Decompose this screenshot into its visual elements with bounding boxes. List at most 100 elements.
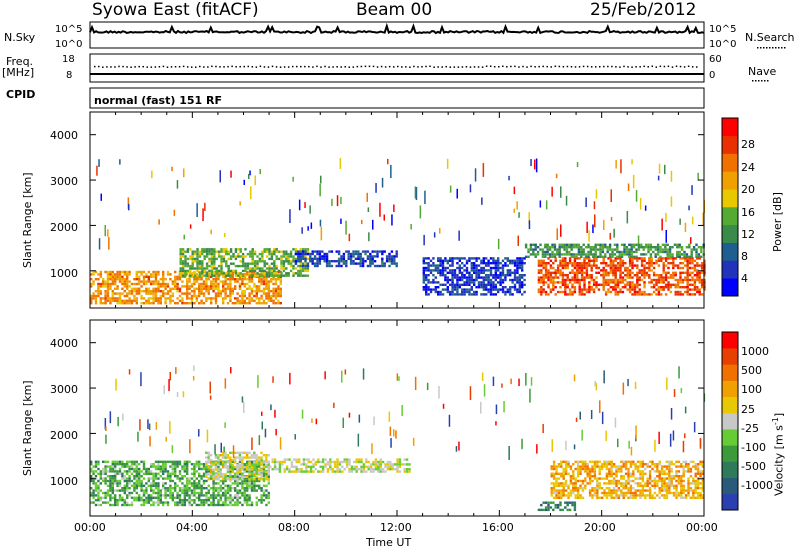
heatmap-cell	[434, 286, 437, 289]
heatmap-cell	[304, 264, 307, 268]
heatmap-cell	[225, 262, 228, 265]
heatmap-cell	[138, 467, 141, 471]
heatmap-cell	[244, 269, 247, 273]
nave-dot	[247, 65, 250, 68]
heatmap-cell	[663, 470, 666, 473]
heatmap-cell	[116, 479, 119, 483]
heatmap-cell	[169, 294, 172, 298]
heatmap-cell	[559, 264, 562, 267]
heatmap-cell	[643, 293, 646, 296]
heatmap-cell	[427, 264, 430, 267]
heatmap-cell	[469, 184, 472, 193]
heatmap-cell	[547, 276, 550, 279]
heatmap-cell	[594, 246, 597, 249]
heatmap-cell	[509, 288, 512, 291]
heatmap-cell	[432, 288, 435, 291]
heatmap-cell	[323, 252, 326, 256]
heatmap-cell	[290, 470, 294, 473]
heatmap-cell	[575, 243, 578, 246]
heatmap-cell	[250, 456, 254, 459]
heatmap-cell	[186, 460, 189, 463]
heatmap-cell	[656, 484, 659, 487]
heatmap-cell	[588, 264, 591, 267]
heatmap-cell	[379, 465, 382, 468]
heatmap-cell	[116, 501, 119, 504]
heatmap-cell	[123, 294, 126, 298]
noise-line	[89, 22, 705, 35]
nave-dot	[384, 66, 387, 68]
heatmap-cell	[253, 454, 256, 457]
heatmap-cell	[205, 285, 208, 288]
heatmap-cell	[534, 243, 537, 246]
heatmap-cell	[350, 465, 354, 468]
heatmap-cell	[111, 484, 114, 487]
heatmap-cell	[106, 479, 110, 483]
heatmap-cell	[668, 255, 672, 258]
heatmap-cell	[224, 475, 227, 478]
heatmap-cell	[152, 270, 155, 274]
heatmap-cell	[518, 264, 521, 267]
heatmap-cell	[340, 218, 342, 224]
heatmap-cell	[181, 248, 185, 251]
heatmap-cell	[441, 264, 445, 267]
heatmap-cell	[612, 269, 615, 272]
heatmap-cell	[552, 491, 556, 495]
heatmap-cell	[179, 255, 182, 258]
heatmap-cell	[276, 468, 279, 471]
heatmap-cell	[268, 257, 271, 261]
heatmap-cell	[126, 484, 129, 487]
heatmap-cell	[698, 274, 701, 277]
nave-dot	[413, 65, 415, 68]
heatmap-cell	[255, 468, 258, 471]
heatmap-cell	[558, 253, 561, 256]
heatmap-cell	[181, 299, 184, 302]
heatmap-cell	[181, 487, 184, 490]
heatmap-cell	[246, 487, 249, 490]
heatmap-cell	[253, 264, 257, 268]
heatmap-cell	[301, 267, 305, 270]
heatmap-cell	[465, 288, 469, 291]
heatmap-cell	[492, 286, 495, 289]
heatmap-cell	[147, 297, 150, 300]
heatmap-cell	[253, 467, 256, 471]
heatmap-cell	[487, 269, 490, 272]
heatmap-cell	[229, 468, 232, 471]
heatmap-cell	[644, 482, 647, 485]
heatmap-cell	[225, 248, 228, 251]
heatmap-cell	[275, 255, 278, 258]
heatmap-cell	[648, 479, 652, 483]
heatmap-cell	[621, 271, 625, 274]
heatmap-cell	[233, 461, 237, 464]
heatmap-cell	[304, 202, 306, 208]
heatmap-cell	[166, 290, 170, 293]
nave-dot	[691, 66, 694, 68]
heatmap-cell	[480, 276, 483, 279]
heatmap-cell	[578, 266, 581, 270]
heatmap-cell	[229, 463, 232, 466]
heatmap-cell	[679, 218, 681, 225]
heatmap-cell	[189, 255, 192, 258]
heatmap-cell	[246, 482, 249, 485]
heatmap-cell	[202, 465, 206, 468]
nave-dot	[485, 65, 488, 68]
heatmap-cell	[157, 299, 160, 302]
heatmap-cell	[345, 264, 348, 268]
heatmap-cell	[561, 278, 565, 282]
heatmap-cell	[615, 159, 617, 169]
heatmap-cell	[226, 287, 230, 290]
nave-dot	[102, 66, 104, 68]
heatmap-cell	[193, 467, 196, 471]
heatmap-cell	[241, 468, 244, 471]
heatmap-cell	[627, 475, 630, 478]
heatmap-cell	[152, 275, 155, 278]
heatmap-cell	[518, 281, 521, 284]
heatmap-cell	[686, 271, 689, 274]
heatmap-cell	[292, 257, 295, 261]
heatmap-cell	[244, 267, 247, 270]
heatmap-cell	[238, 282, 242, 286]
heatmap-cell	[630, 253, 633, 256]
heatmap-cell	[593, 465, 597, 468]
heatmap-cell	[219, 292, 222, 295]
heatmap-cell	[229, 280, 232, 283]
heatmap-cell	[552, 271, 555, 274]
